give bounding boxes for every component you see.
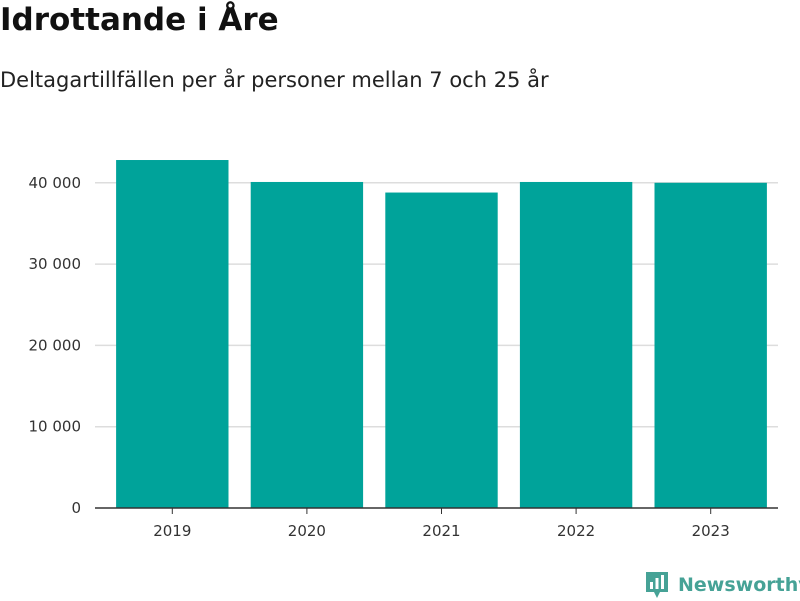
brand-name: Newsworthy [678, 574, 800, 596]
bar-2022 [519, 181, 633, 509]
bars [116, 160, 767, 509]
bar-2021 [385, 192, 498, 508]
x-tick-label: 2022 [557, 522, 595, 540]
y-tick-label: 0 [71, 499, 81, 517]
x-tick-label: 2019 [153, 522, 191, 540]
y-tick-label: 20 000 [29, 336, 82, 354]
y-tick-label: 10 000 [29, 418, 82, 436]
newsworthy-brand: Newsworthy [644, 569, 800, 601]
y-tick-label: 40 000 [29, 174, 82, 192]
y-tick-label: 30 000 [29, 255, 82, 273]
chart-subtitle: Deltagartillfällen per år personer mella… [0, 68, 549, 92]
x-tick-label: 2021 [422, 522, 460, 540]
bar-2023 [654, 182, 767, 509]
x-tick-label: 2023 [692, 522, 730, 540]
x-axis-ticks: 2019 2020 2021 2022 2023 [153, 508, 730, 540]
chart-title: Idrottande i Åre [0, 2, 279, 38]
newsworthy-logo-icon [646, 572, 668, 598]
y-axis-ticks: 0 10 000 20 000 30 000 40 000 [29, 174, 82, 517]
bar-2019 [116, 160, 229, 508]
x-tick-label: 2020 [288, 522, 326, 540]
bar-2020 [250, 181, 364, 509]
